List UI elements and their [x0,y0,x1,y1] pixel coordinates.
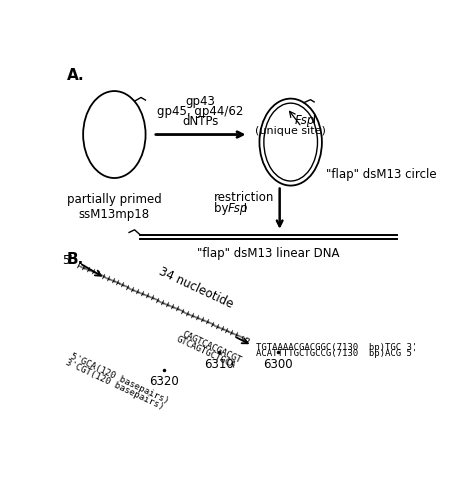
Text: T: T [226,327,237,337]
Text: TGTAAAACGACGGC(7130  bp)TGC 3': TGTAAAACGACGGC(7130 bp)TGC 3' [256,343,417,352]
Text: restriction: restriction [213,191,274,204]
Text: 6320: 6320 [149,375,179,388]
Text: T: T [221,325,233,335]
Text: "flap" dsM13 linear DNA: "flap" dsM13 linear DNA [197,247,340,260]
Text: G: G [241,334,252,344]
Text: T: T [147,293,158,302]
Text: T: T [216,323,228,332]
Text: GTCAGTGCTGCA: GTCAGTGCTGCA [175,334,237,370]
Text: T: T [201,317,213,326]
Text: T: T [211,321,223,330]
Text: 34 nucleotide: 34 nucleotide [157,265,236,311]
Text: T: T [117,279,128,289]
Text: T: T [236,332,247,341]
Text: 5'GCA(120 basepairs): 5'GCA(120 basepairs) [69,352,171,405]
Text: T: T [132,286,144,296]
Text: T: T [112,277,124,287]
Text: T: T [127,284,138,294]
Text: T: T [122,282,134,291]
Text: T: T [172,303,183,313]
Text: T: T [107,275,118,285]
Text: T: T [82,264,94,274]
Text: 6310: 6310 [204,357,234,371]
Text: by: by [213,202,232,215]
Text: T: T [92,269,104,278]
Text: T: T [102,273,114,282]
Text: T: T [137,288,148,298]
Text: partially primed
ssM13mp18: partially primed ssM13mp18 [67,193,162,221]
Text: T: T [186,310,198,320]
Text: gp45, gp44/62: gp45, gp44/62 [157,105,244,117]
Text: T: T [196,314,208,324]
Text: T: T [182,308,193,317]
Text: B.: B. [66,252,84,267]
Text: "flap" dsM13 circle: "flap" dsM13 circle [326,168,436,181]
Text: T: T [206,319,218,328]
Text: T: T [176,305,188,315]
Text: CAGTCACGACGT: CAGTCACGACGT [181,329,243,365]
Text: T: T [156,297,168,306]
Text: T: T [97,271,109,280]
Text: ACATTTTGCTGCCG(7130  bp)ACG 5': ACATTTTGCTGCCG(7130 bp)ACG 5' [256,349,417,357]
Text: gp43: gp43 [186,95,216,108]
Text: T: T [77,262,89,272]
Text: I: I [309,114,316,127]
Text: 6300: 6300 [263,357,292,371]
Text: T: T [142,290,153,300]
Text: (unique site): (unique site) [255,126,326,136]
Text: Fsp: Fsp [228,202,248,215]
Text: Fsp: Fsp [294,114,315,127]
Text: T: T [87,267,99,276]
Text: T: T [166,301,178,311]
Text: T: T [231,329,243,339]
Text: I: I [240,202,247,215]
Text: 3'CGT(120 basepairs): 3'CGT(120 basepairs) [64,358,165,411]
Text: T: T [191,312,203,322]
Text: A.: A. [66,68,84,83]
Text: T: T [152,295,163,304]
Text: dNTPs: dNTPs [182,115,219,128]
Text: T: T [162,299,173,309]
Text: 5': 5' [63,253,73,267]
